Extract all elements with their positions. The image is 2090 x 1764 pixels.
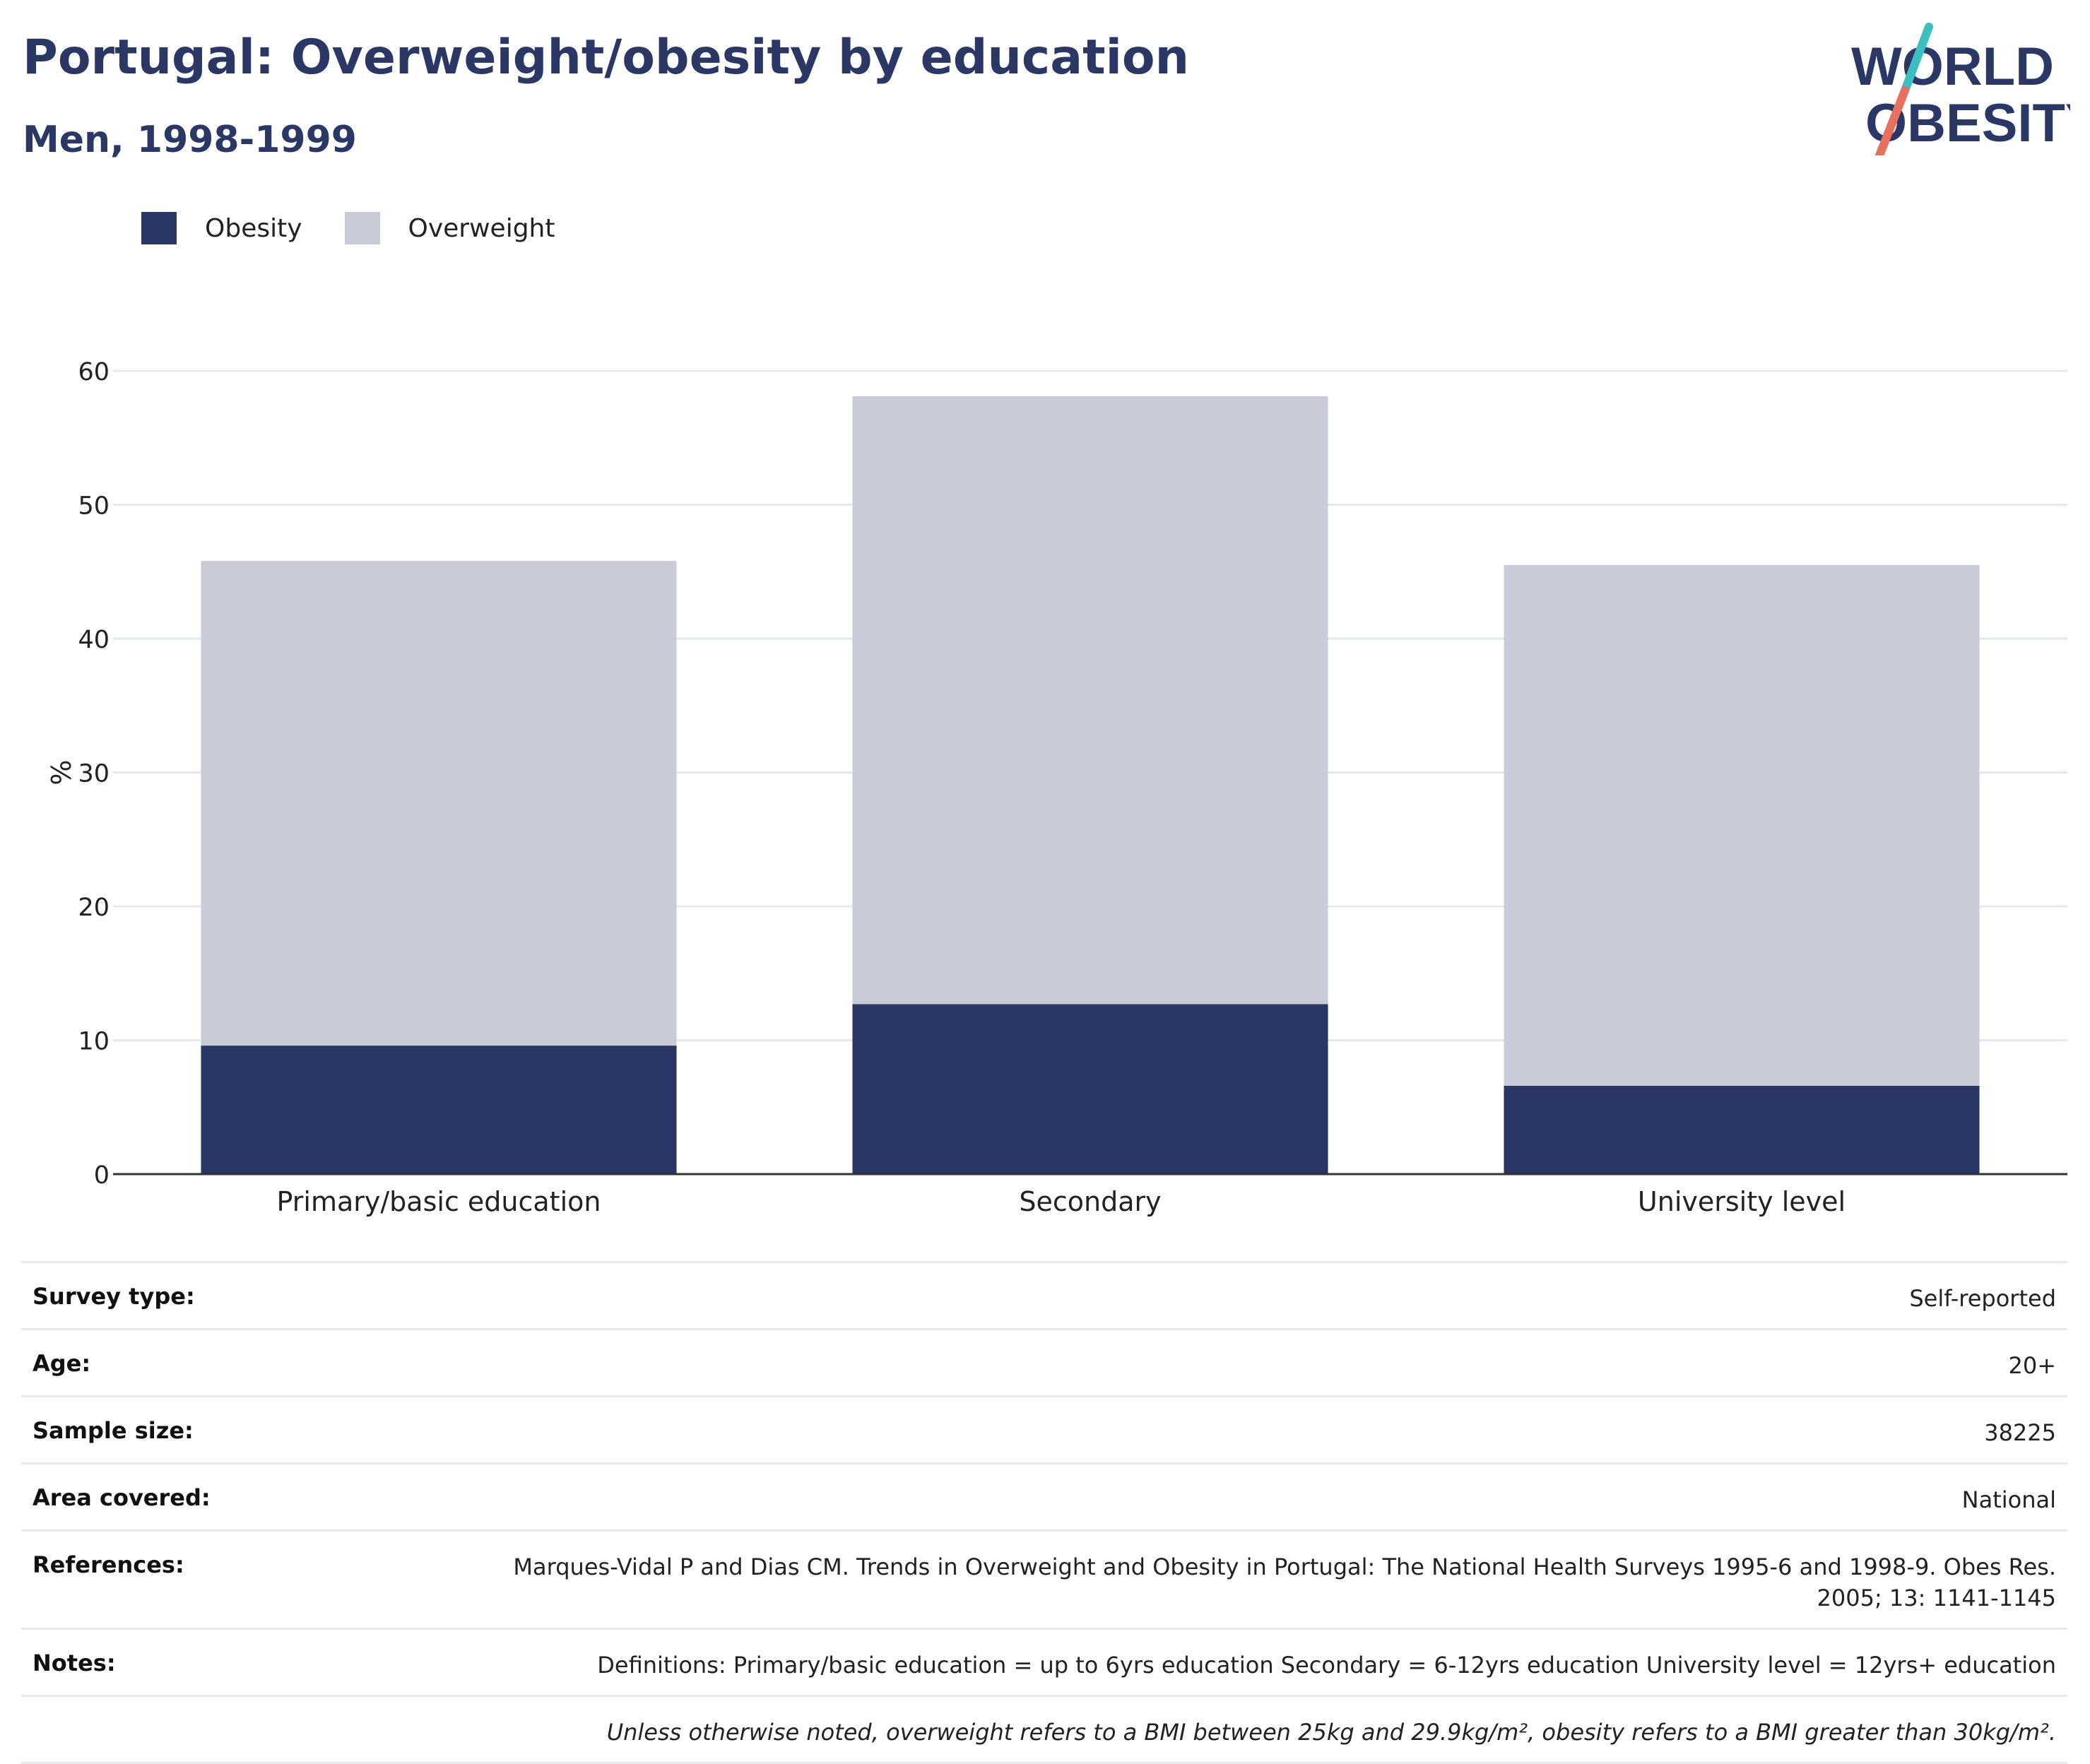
- meta-label: Age:: [33, 1350, 91, 1377]
- chart-legend: Obesity Overweight: [141, 212, 597, 244]
- stacked-bar-chart: 0 10 20 30 40 50 60% Primary/basic education Sec…: [45, 358, 2067, 1217]
- meta-label: References:: [33, 1551, 184, 1578]
- meta-value: 38225: [1984, 1419, 2056, 1446]
- meta-row-notes: Notes: Definitions: Primary/basic educat…: [21, 1628, 2067, 1695]
- y-tick-label: 20: [78, 894, 110, 922]
- meta-row-sample-size: Sample size: 38225: [21, 1395, 2067, 1462]
- bar-overweight-3: [1504, 564, 1980, 1086]
- bar-overweight-2: [852, 396, 1328, 1005]
- legend-swatch-obesity: [141, 212, 177, 244]
- legend-swatch-overweight: [344, 212, 380, 244]
- legend-label-obesity: Obesity: [205, 213, 302, 243]
- meta-row-area-covered: Area covered: National: [21, 1462, 2067, 1529]
- meta-value: Marques-Vidal P and Dias CM. Trends in O…: [513, 1553, 2056, 1611]
- meta-row-survey-type: Survey type: Self-reported: [21, 1261, 2067, 1328]
- legend-item-overweight[interactable]: Overweight: [344, 212, 555, 244]
- meta-row-footnote: Unless otherwise noted, overweight refer…: [21, 1695, 2067, 1764]
- meta-value: Self-reported: [1909, 1285, 2056, 1312]
- legend-item-obesity[interactable]: Obesity: [141, 212, 302, 244]
- meta-row-age: Age: 20+: [21, 1328, 2067, 1395]
- legend-label-overweight: Overweight: [408, 213, 555, 243]
- y-tick-label: 0: [94, 1161, 110, 1190]
- meta-label: Notes:: [33, 1650, 116, 1676]
- chart-title: Portugal: Overweight/obesity by educatio…: [23, 30, 1190, 85]
- bar-obesity-3: [1504, 1085, 1980, 1174]
- meta-label: Area covered:: [33, 1484, 211, 1511]
- meta-label: Sample size:: [33, 1417, 194, 1444]
- y-tick-label: 30: [78, 760, 110, 788]
- x-tick-label: University level: [1638, 1186, 1846, 1217]
- meta-row-references: References: Marques-Vidal P and Dias CM.…: [21, 1529, 2067, 1628]
- bar-overweight-1: [201, 561, 677, 1046]
- meta-value: 20+: [2008, 1352, 2056, 1379]
- y-tick-label: 10: [78, 1028, 110, 1056]
- y-tick-label: 50: [78, 492, 110, 521]
- logo-line1: WORLD: [1851, 37, 2054, 97]
- x-tick-label: Secondary: [1019, 1186, 1161, 1217]
- meta-value: Definitions: Primary/basic education = u…: [597, 1652, 2056, 1679]
- meta-value: National: [1961, 1486, 2056, 1513]
- meta-label: Survey type:: [33, 1283, 195, 1310]
- y-tick-label: 40: [78, 626, 110, 654]
- logo-slash-coral: [1875, 86, 1909, 155]
- bar-obesity-1: [201, 1046, 677, 1174]
- y-tick-label: 60: [78, 358, 110, 386]
- logo-slash-teal: [1901, 23, 1933, 95]
- bmi-definition-footnote: Unless otherwise noted, overweight refer…: [606, 1719, 2056, 1746]
- bar-obesity-2: [852, 1004, 1328, 1174]
- y-axis-label: %: [45, 759, 76, 785]
- survey-metadata-table: Survey type: Self-reported Age: 20+ Samp…: [21, 1261, 2067, 1764]
- world-obesity-logo: WORLD OBESITY: [1851, 23, 2070, 155]
- x-tick-label: Primary/basic education: [277, 1186, 601, 1217]
- chart-subtitle: Men, 1998-1999: [23, 119, 357, 161]
